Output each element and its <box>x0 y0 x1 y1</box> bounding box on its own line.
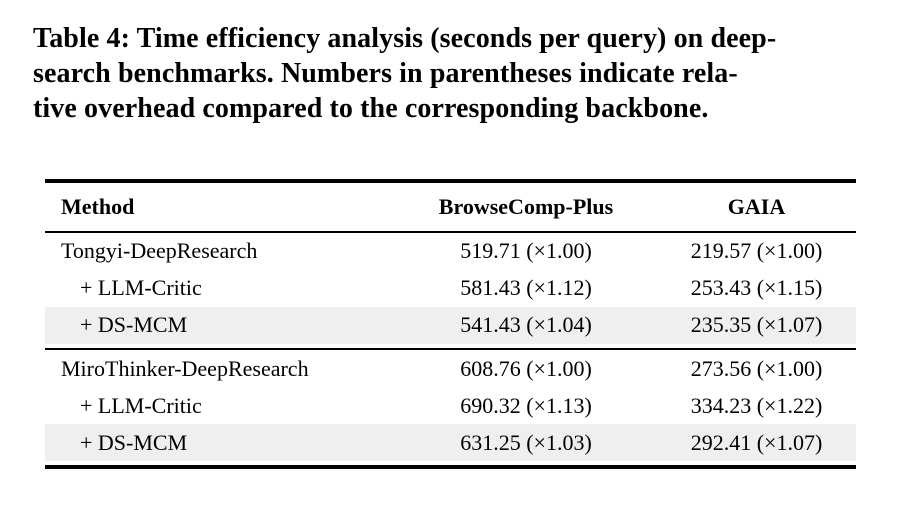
column-header-browsecomp-plus: BrowseComp-Plus <box>438 193 614 219</box>
browsecomp-value: 541.43 (×1.04) <box>460 312 592 337</box>
browsecomp-value: 519.71 (×1.00) <box>460 238 592 263</box>
section-divider-rule <box>45 347 856 350</box>
column-header-method: Method <box>61 193 135 219</box>
table-row-mirothinker: MiroThinker-DeepResearch 608.76 (×1.00) … <box>45 350 856 387</box>
browsecomp-value: 690.32 (×1.13) <box>460 392 592 418</box>
table-bottom-rule <box>45 465 856 469</box>
gaia-value: 219.57 (×1.00) <box>690 238 823 263</box>
gaia-value: 235.35 (×1.07) <box>690 312 823 337</box>
method-cell: + DS-MCM <box>80 429 188 455</box>
method-cell: MiroThinker-DeepResearch <box>61 355 309 381</box>
table-row-mirothinker-ds-mcm: + DS-MCM 631.25 (×1.03) 292.41 (×1.07) <box>45 424 856 461</box>
column-header-gaia: GAIA <box>727 193 786 219</box>
table-row-tongyi-llm-critic: + LLM-Critic 581.43 (×1.12) 253.43 (×1.1… <box>45 270 856 307</box>
browsecomp-value: 608.76 (×1.00) <box>460 355 592 381</box>
browsecomp-value: 631.25 (×1.03) <box>460 429 592 455</box>
gaia-value: 334.23 (×1.22) <box>690 392 823 418</box>
gaia-value: 253.43 (×1.15) <box>690 275 823 300</box>
table-caption: Table 4: Time efficiency analysis (secon… <box>33 21 893 126</box>
caption-line-1: Table 4: Time efficiency analysis (secon… <box>33 23 777 54</box>
caption-line-3: tive overhead compared to the correspond… <box>33 93 709 124</box>
header-bottom-rule <box>45 230 856 233</box>
caption-line-2: search benchmarks. Numbers in parenthese… <box>33 58 738 89</box>
table-top-rule <box>45 179 856 183</box>
table-row-tongyi-ds-mcm: + DS-MCM 541.43 (×1.04) 235.35 (×1.07) <box>45 306 856 344</box>
table-row-tongyi: Tongyi-DeepResearch 519.71 (×1.00) 219.5… <box>45 233 856 270</box>
table-header-row: Method BrowseComp-Plus GAIA <box>45 183 856 231</box>
table-row-mirothinker-llm-critic: + LLM-Critic 690.32 (×1.13) 334.23 (×1.2… <box>45 387 856 424</box>
browsecomp-value: 581.43 (×1.12) <box>460 275 592 300</box>
gaia-value: 292.41 (×1.07) <box>690 429 823 455</box>
method-cell: Tongyi-DeepResearch <box>61 238 258 263</box>
method-cell: + LLM-Critic <box>80 392 202 418</box>
method-cell: + DS-MCM <box>80 312 188 337</box>
method-cell: + LLM-Critic <box>80 275 202 300</box>
efficiency-table: Method BrowseComp-Plus GAIA Tongyi-DeepR… <box>45 179 856 469</box>
gaia-value: 273.56 (×1.00) <box>690 355 823 381</box>
